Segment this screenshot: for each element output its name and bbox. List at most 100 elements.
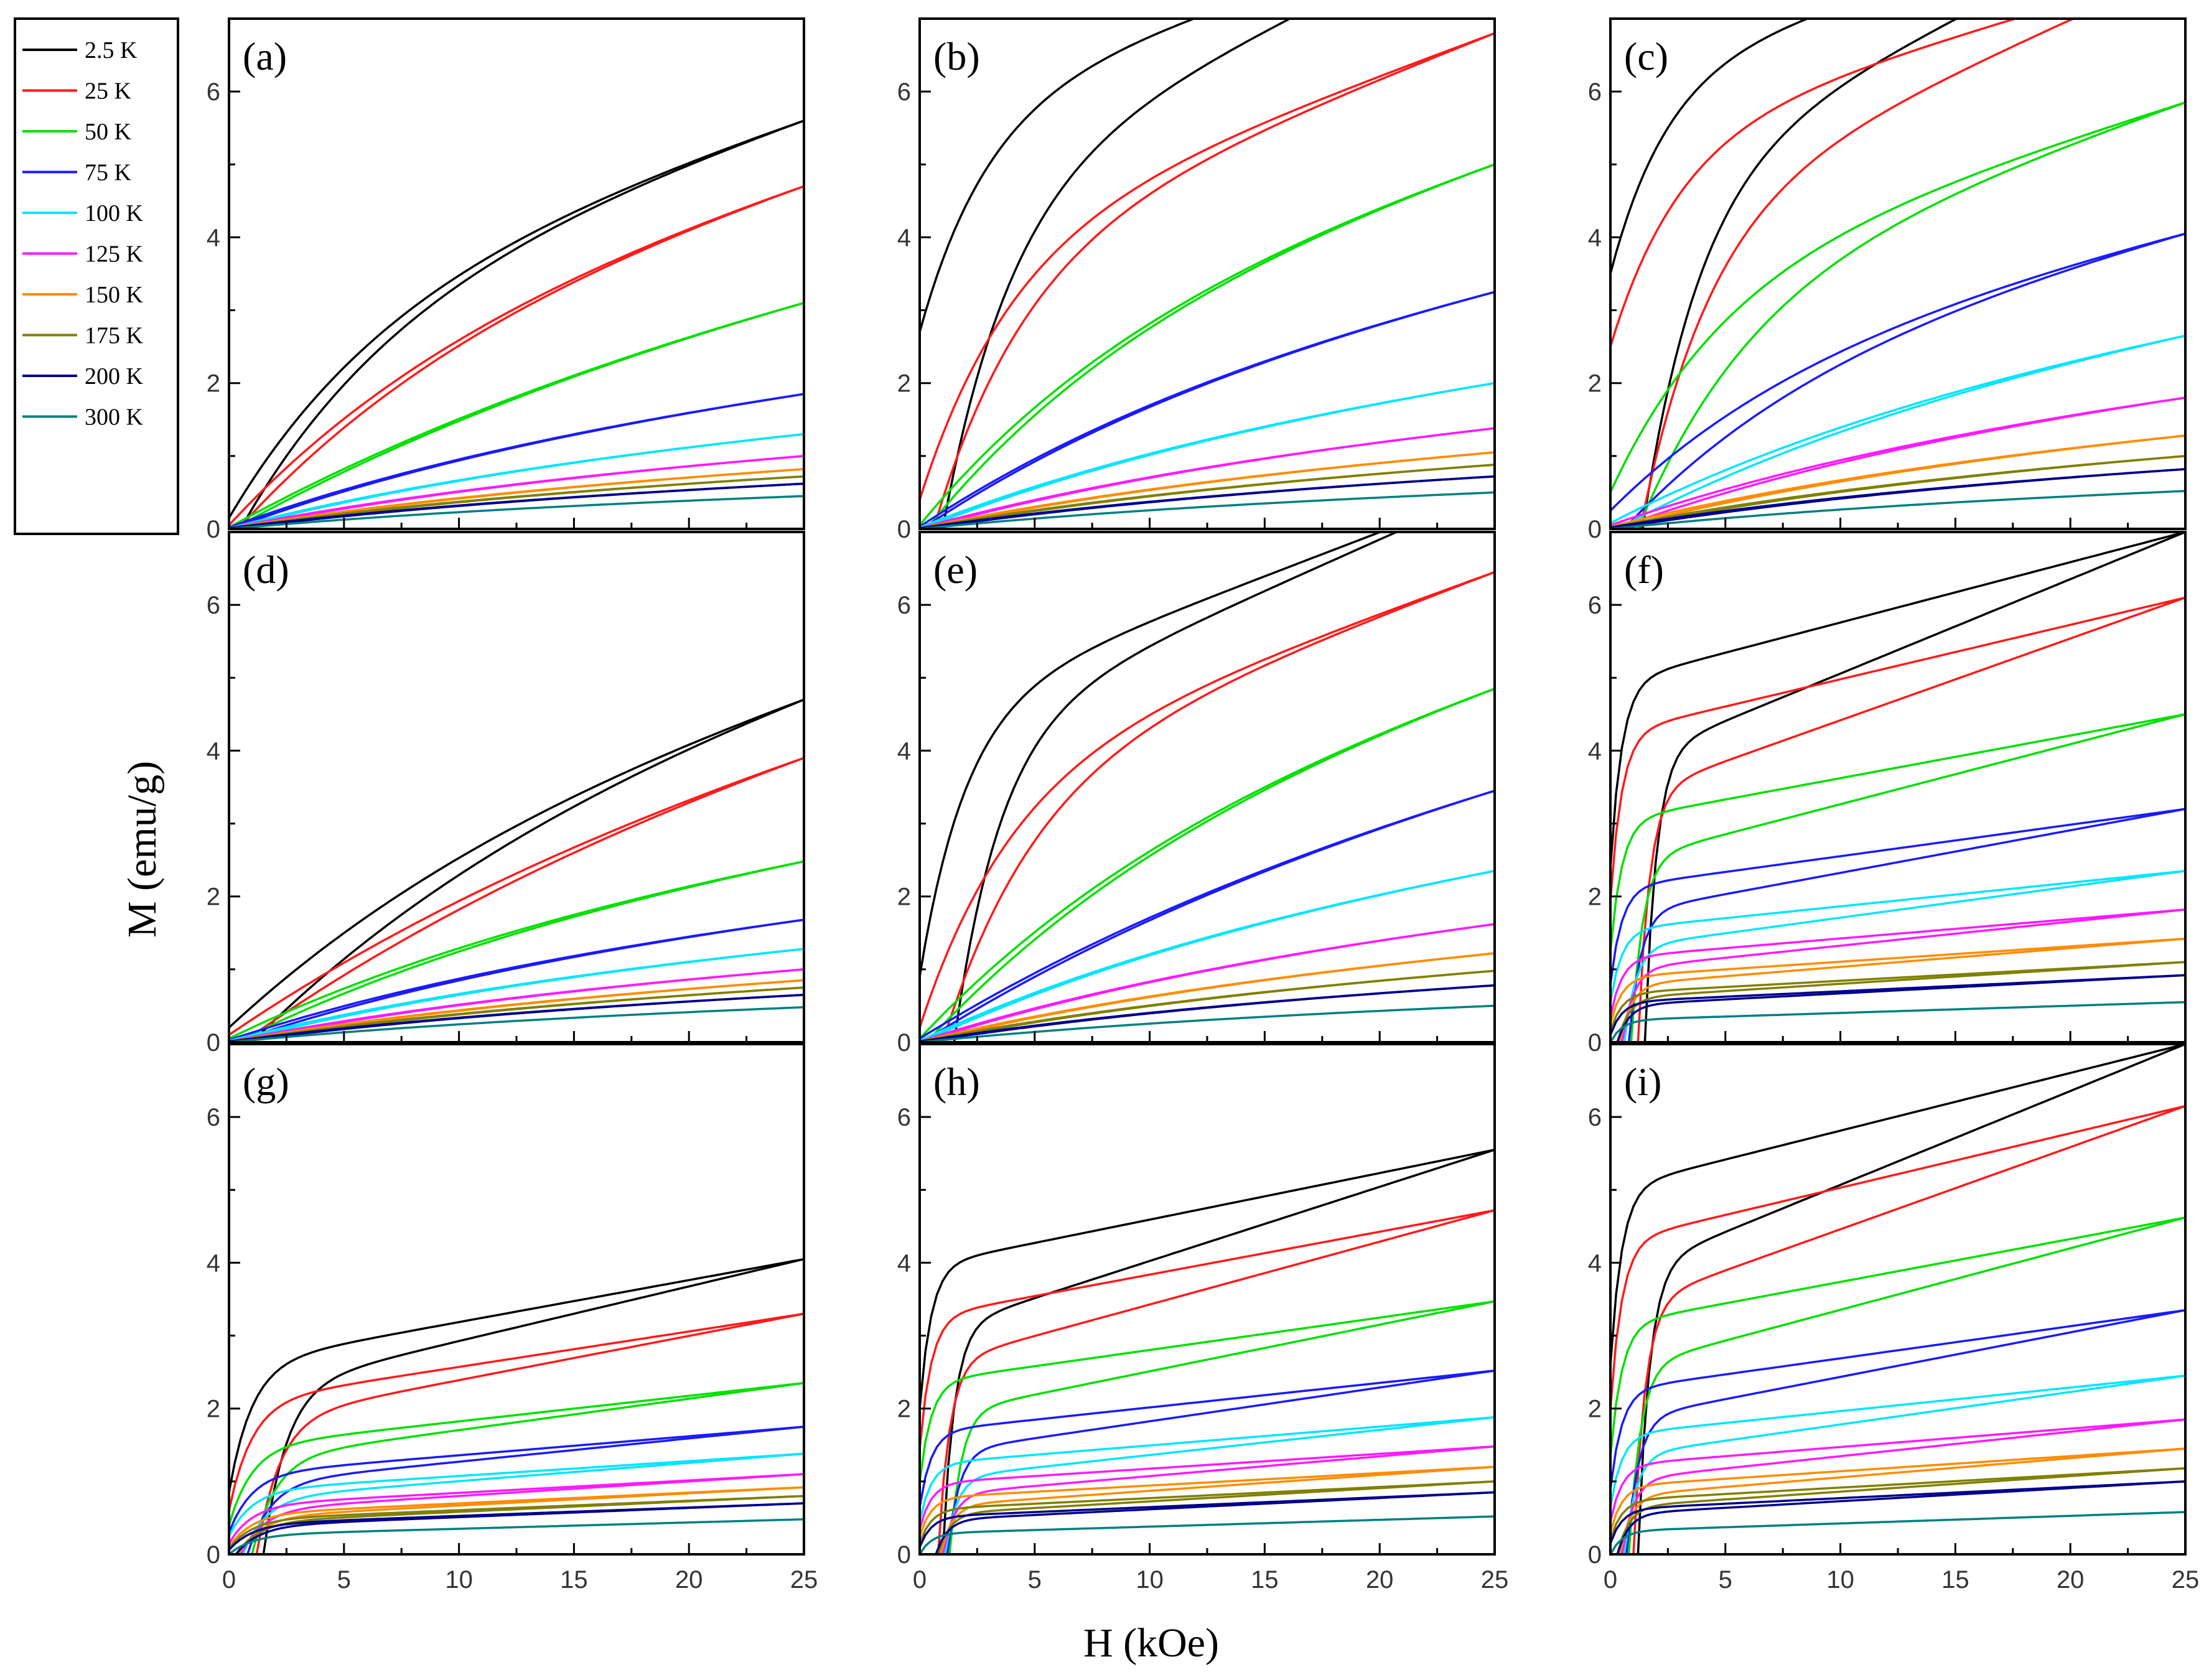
x-tick-label: 25 xyxy=(1481,1566,1509,1594)
y-tick-label: 0 xyxy=(207,1029,220,1057)
x-tick-label: 15 xyxy=(1941,1566,1969,1594)
legend-entry: 50 K xyxy=(22,119,132,145)
y-tick-label: 6 xyxy=(207,1104,220,1131)
series-line xyxy=(1610,232,2185,512)
panel: 0 2 4 6 (c) xyxy=(1588,17,2187,543)
panel-label: (d) xyxy=(243,548,289,592)
panel-curves xyxy=(920,1149,1495,1554)
y-tick-label: 6 xyxy=(897,1104,911,1131)
series-line xyxy=(229,860,804,1040)
series-line xyxy=(229,1452,804,1538)
series-line xyxy=(229,1312,804,1512)
series-line xyxy=(920,790,1495,1040)
panels-layer: 0 2 4 6 (a) 0 2 4 6 (b) 0 2 4 6 (c) 0 2 4 6 (d) 0 2 4 6 (e) 0 2 4 6 (… xyxy=(207,17,2199,1594)
y-tick-label: 4 xyxy=(897,1249,911,1277)
panel-label: (e) xyxy=(933,548,978,592)
series-line xyxy=(1610,1216,2185,1457)
panel-label: (b) xyxy=(933,34,980,78)
series-line xyxy=(229,1006,804,1042)
series-line xyxy=(239,119,804,529)
series-line xyxy=(920,1300,1495,1483)
x-tick-label: 20 xyxy=(675,1566,703,1594)
series-line xyxy=(1643,532,2185,1042)
series-line xyxy=(941,1445,1495,1554)
y-tick-label: 6 xyxy=(207,78,220,106)
legend-label: 175 K xyxy=(85,323,144,349)
series-line xyxy=(235,1495,804,1554)
series-line xyxy=(935,1491,1495,1554)
series-line xyxy=(1627,808,2185,1042)
panel: 0 2 4 6 0 5 10 15 20 25 (h) xyxy=(897,1043,1509,1594)
y-tick-label: 2 xyxy=(897,370,911,398)
y-axis-title: M (emu/g) xyxy=(119,761,165,938)
panel-curves xyxy=(920,532,1495,1042)
series-line xyxy=(1637,1044,2185,1554)
series-line xyxy=(1641,19,1959,529)
panel-frame xyxy=(1609,17,2187,530)
series-line xyxy=(920,291,1495,529)
series-line xyxy=(1632,1104,2185,1554)
series-line xyxy=(1610,19,2019,348)
series-line xyxy=(230,948,804,1042)
series-line xyxy=(1610,908,2185,1018)
series-line xyxy=(920,952,1495,1042)
series-line xyxy=(920,1004,1495,1042)
series-line xyxy=(1610,1447,2185,1534)
series-line xyxy=(1610,713,2185,953)
series-line xyxy=(230,482,804,529)
series-line xyxy=(936,1209,1495,1554)
panel-curves xyxy=(1610,19,2185,529)
series-line xyxy=(920,571,1495,1029)
series-line xyxy=(1618,937,2185,1042)
panel-label: (a) xyxy=(243,34,287,78)
y-tick-label: 2 xyxy=(1588,884,1602,911)
legend-label: 150 K xyxy=(85,282,144,308)
legend-label: 125 K xyxy=(85,241,144,268)
y-tick-label: 6 xyxy=(1588,592,1602,619)
series-line xyxy=(1610,1044,2185,1366)
panel-curves xyxy=(229,1258,804,1554)
y-tick-label: 4 xyxy=(207,737,220,765)
series-line xyxy=(920,532,1384,978)
y-tick-label: 6 xyxy=(897,592,911,619)
x-tick-label: 10 xyxy=(445,1566,473,1594)
series-line xyxy=(239,1473,804,1554)
y-tick-label: 0 xyxy=(1588,1541,1602,1569)
series-line xyxy=(920,451,1495,529)
series-line xyxy=(1616,974,2185,1042)
series-line xyxy=(920,1465,1495,1538)
y-tick-label: 2 xyxy=(207,370,220,398)
series-line xyxy=(925,163,1495,529)
series-line xyxy=(230,994,804,1042)
y-tick-label: 0 xyxy=(207,516,220,543)
x-tick-label: 0 xyxy=(1604,1566,1617,1594)
series-line xyxy=(1625,1309,2185,1554)
x-tick-label: 5 xyxy=(337,1566,351,1594)
y-tick-label: 4 xyxy=(207,1249,220,1277)
series-line xyxy=(1637,101,2185,529)
panel-frame xyxy=(918,17,1496,530)
panel-frame xyxy=(1609,1043,2187,1556)
series-line xyxy=(925,688,1495,1042)
series-line xyxy=(241,1452,804,1554)
series-line xyxy=(1610,1467,2185,1541)
series-line xyxy=(229,119,804,520)
series-line xyxy=(936,1480,1495,1554)
panel: 0 2 4 6 (b) xyxy=(897,17,1496,543)
series-line xyxy=(1611,434,2185,529)
legend-label: 75 K xyxy=(85,160,132,186)
y-tick-label: 0 xyxy=(897,516,911,543)
y-tick-label: 6 xyxy=(1588,78,1602,106)
series-line xyxy=(1618,1447,2185,1554)
legend-label: 2.5 K xyxy=(85,37,138,63)
series-line xyxy=(230,393,804,529)
series-line xyxy=(1610,937,2185,1025)
y-tick-label: 0 xyxy=(1588,516,1602,543)
series-line xyxy=(941,1149,1495,1554)
series-line xyxy=(920,688,1495,1040)
series-line xyxy=(1610,1309,2185,1490)
series-line xyxy=(920,1445,1495,1530)
series-line xyxy=(1614,396,2185,529)
y-tick-label: 0 xyxy=(1588,1029,1602,1057)
y-tick-label: 6 xyxy=(897,78,911,106)
